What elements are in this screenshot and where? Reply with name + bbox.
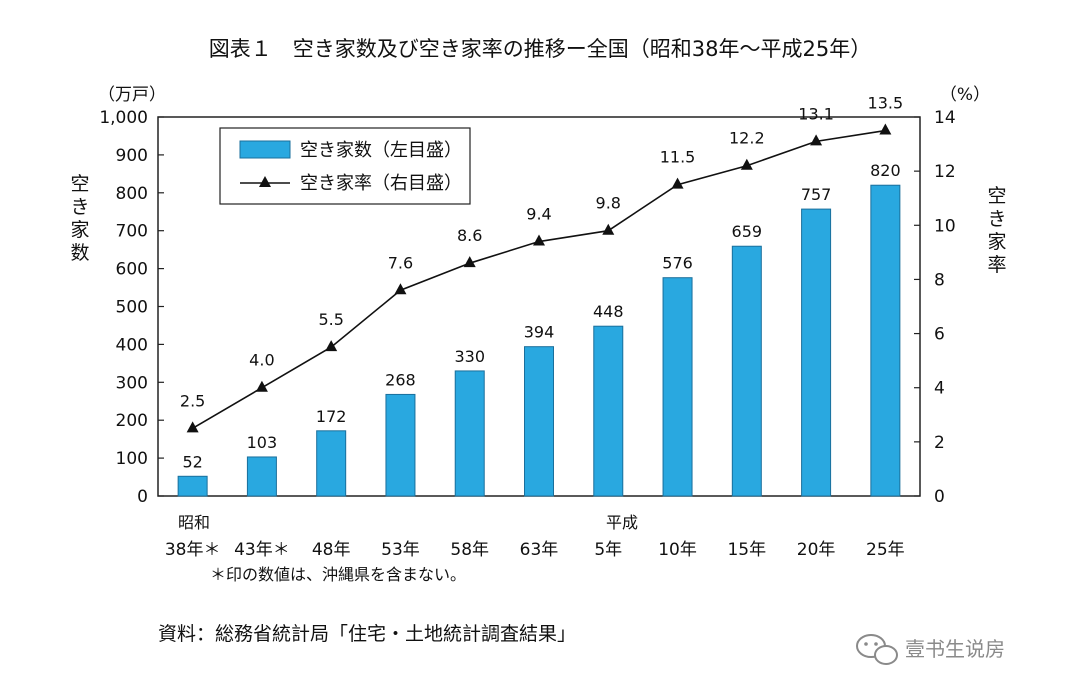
right-tick-label: 0 [934, 487, 945, 507]
bar-value-label: 659 [732, 222, 763, 241]
rate-value-label: 9.4 [526, 205, 551, 224]
bar-value-label: 448 [593, 302, 624, 321]
bar-value-label: 394 [524, 323, 555, 342]
era-label-heisei: 平成 [606, 513, 638, 532]
rate-value-label: 7.6 [388, 253, 413, 272]
rate-value-label: 5.5 [318, 310, 343, 329]
bar [454, 370, 485, 497]
bar-value-label: 330 [454, 347, 485, 366]
right-tick-label: 12 [934, 162, 956, 182]
x-axis: 38年＊ 43年＊ 48年 53年 58年 63年 5年 10年 15年 20年 25年 [165, 540, 905, 560]
rate-marker [879, 123, 892, 135]
rate-marker [394, 283, 407, 295]
bar [593, 325, 624, 497]
x-tick-label: 10年 [658, 540, 697, 560]
rate-marker [533, 234, 545, 246]
bar-value-label: 757 [801, 185, 832, 204]
right-tick-label: 10 [934, 216, 956, 236]
bar-value-label: 52 [182, 452, 202, 471]
right-tick-label: 2 [934, 433, 945, 453]
bar [524, 346, 554, 497]
left-tick-label: 0 [137, 487, 148, 507]
rate-value-label: 13.1 [798, 104, 834, 123]
right-axis-label: 空き家率 [987, 185, 1006, 276]
rate-marker [325, 340, 338, 352]
chart-title: 図表１ 空き家数及び空き家率の推移ー全国（昭和38年〜平成25年） [209, 37, 871, 61]
x-tick-label: 5年 [594, 540, 622, 560]
right-axis-unit: （%） [940, 85, 990, 105]
left-axis-label: 空き家数 [70, 173, 89, 264]
bar [870, 184, 901, 497]
x-tick-label: 48年 [312, 540, 351, 560]
left-tick-label: 100 [116, 449, 148, 469]
left-tick-label: 200 [116, 411, 148, 431]
x-tick-label: 25年 [866, 540, 905, 560]
bar-series: 52 103 172 268 330 394 448 576 659 757 820 [177, 161, 901, 497]
rate-value-label: 2.5 [180, 391, 205, 410]
bar [385, 393, 416, 497]
right-tick-label: 4 [934, 379, 945, 399]
bar [177, 475, 208, 497]
bar [316, 430, 347, 497]
legend-bar-label: 空き家数（左目盛） [300, 140, 462, 161]
footnote: ＊印の数値は、沖縄県を含まない。 [210, 565, 466, 584]
line-series: 2.5 4.0 5.5 7.6 8.6 9.4 9.8 11.5 12.2 13.1 13.5 [180, 94, 903, 433]
left-axis-unit: （万戸） [98, 85, 166, 105]
rate-value-label: 4.0 [249, 351, 274, 370]
left-tick-label: 700 [116, 222, 148, 242]
watermark-text: 壹书生说房 [905, 637, 1005, 661]
x-tick-label: 38年＊ [165, 540, 221, 560]
left-tick-label: 1,000 [99, 108, 148, 128]
right-axis: 0 2 4 6 8 10 12 14 [914, 108, 956, 507]
x-tick-label: 15年 [727, 540, 766, 560]
bar-value-label: 268 [385, 370, 416, 389]
bar [662, 277, 693, 497]
right-tick-label: 14 [934, 108, 956, 128]
rate-marker [186, 421, 199, 433]
rate-marker [810, 134, 823, 146]
x-tick-label: 63年 [520, 540, 559, 560]
left-tick-label: 300 [116, 373, 148, 393]
rate-marker [602, 223, 615, 235]
watermark: 壹书生说房 [856, 634, 1005, 665]
left-tick-label: 800 [116, 184, 148, 204]
bar-value-label: 103 [247, 433, 278, 452]
source-note: 資料：総務省統計局「住宅・土地統計調査結果」 [158, 623, 576, 645]
left-tick-label: 600 [116, 260, 148, 280]
bar-value-label: 576 [662, 254, 693, 273]
bar [246, 456, 277, 497]
legend-line-label: 空き家率（右目盛） [300, 173, 462, 194]
bar-value-label: 820 [870, 161, 901, 180]
x-tick-label: 58年 [450, 540, 489, 560]
legend-line-marker [259, 176, 271, 187]
bar [801, 208, 832, 497]
left-tick-label: 400 [116, 335, 148, 355]
rate-value-label: 12.2 [729, 129, 765, 148]
x-tick-label: 43年＊ [234, 540, 290, 560]
legend: 空き家数（左目盛） 空き家率（右目盛） [219, 127, 471, 205]
rate-marker [255, 380, 268, 392]
right-tick-label: 8 [934, 270, 945, 290]
left-axis: 0 100 200 300 400 500 600 700 800 900 1,000 [99, 108, 164, 507]
left-tick-label: 900 [116, 146, 148, 166]
rate-value-label: 11.5 [660, 148, 696, 167]
rate-value-label: 9.8 [596, 194, 621, 213]
legend-bar-swatch [239, 140, 291, 159]
era-label-showa: 昭和 [178, 513, 210, 532]
left-tick-label: 500 [116, 298, 148, 318]
right-tick-label: 6 [934, 325, 945, 345]
rate-value-label: 8.6 [457, 226, 482, 245]
bar [731, 245, 762, 497]
x-tick-label: 20年 [797, 540, 836, 560]
rate-marker [671, 177, 684, 189]
rate-marker [463, 256, 476, 268]
rate-marker [740, 158, 753, 170]
x-tick-label: 53年 [381, 540, 420, 560]
wechat-icon [856, 634, 898, 665]
rate-value-label: 13.5 [868, 94, 904, 113]
bar-value-label: 172 [316, 407, 347, 426]
